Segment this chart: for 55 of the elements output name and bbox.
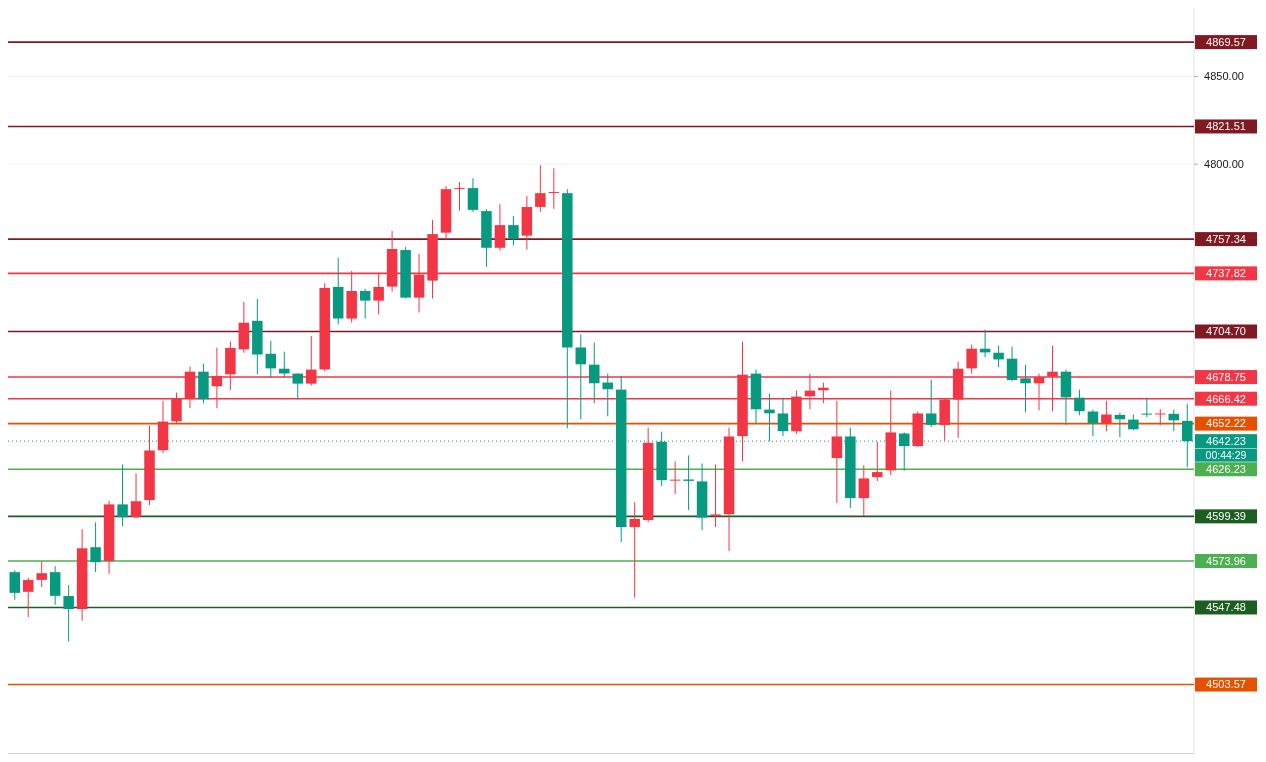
candlestick: [966, 344, 977, 375]
ref-line-label: 4666.42: [1206, 392, 1246, 405]
ref-line-label: 4757.34: [1206, 232, 1246, 245]
candlestick: [130, 472, 142, 519]
candlestick: [898, 431, 910, 472]
ref-line-label: 4626.23: [1206, 463, 1246, 476]
candlestick: [925, 379, 937, 428]
candlestick: [494, 203, 506, 252]
candlestick: [1006, 346, 1018, 382]
candlestick: [602, 373, 613, 417]
candlestick: [858, 464, 870, 517]
ref-line-label: 4704.70: [1206, 325, 1246, 338]
candlestick: [777, 397, 789, 437]
candlestick: [683, 454, 694, 511]
candlestick: [9, 569, 20, 601]
candlestick: [1155, 408, 1166, 426]
candlestick: [292, 372, 304, 400]
candlestick: [872, 441, 883, 482]
ref-line-label: 4547.48: [1206, 601, 1246, 614]
candlestick: [1020, 364, 1031, 413]
candlestick: [454, 181, 465, 212]
candlestick: [22, 577, 34, 618]
ref-line-label: 4642.23: [1206, 435, 1246, 447]
candlestick: [467, 177, 479, 213]
candlestick: [1074, 389, 1085, 416]
candlestick: [589, 342, 600, 404]
ref-line-label: 4869.57: [1206, 35, 1246, 48]
candlestick: [49, 565, 61, 606]
ref-line-label: 4678.75: [1206, 370, 1246, 383]
candlestick: [669, 460, 681, 495]
candlestick: [548, 167, 560, 210]
ref-line-label: 4503.57: [1206, 678, 1246, 691]
candlestick: [508, 215, 519, 247]
candlestick: [993, 345, 1004, 368]
candlestick: [1101, 400, 1112, 432]
ref-line-label: 4652.22: [1206, 417, 1246, 430]
candlestick: [1141, 397, 1153, 418]
candlestick: [63, 584, 74, 643]
ref-line-label: 4821.51: [1206, 120, 1246, 133]
candlestick: [90, 521, 101, 573]
candlestick: [629, 501, 640, 599]
candlestick: [36, 560, 47, 588]
candlestick: [710, 463, 721, 528]
text: 00:44:29: [1205, 448, 1247, 461]
candlestick: [117, 463, 128, 527]
ref-line-label: 4737.82: [1206, 267, 1246, 280]
ref-line-label: 4573.96: [1206, 554, 1246, 567]
candlestick: [535, 164, 546, 213]
ref-line-label: 4599.39: [1206, 510, 1246, 523]
y-tick-label: 4800.00: [1204, 158, 1244, 171]
candlestick: [265, 340, 277, 379]
candlestick: [359, 288, 371, 320]
y-tick-label: 4850.00: [1204, 70, 1244, 83]
candlestick: [831, 400, 843, 504]
candlestick: [575, 333, 587, 420]
